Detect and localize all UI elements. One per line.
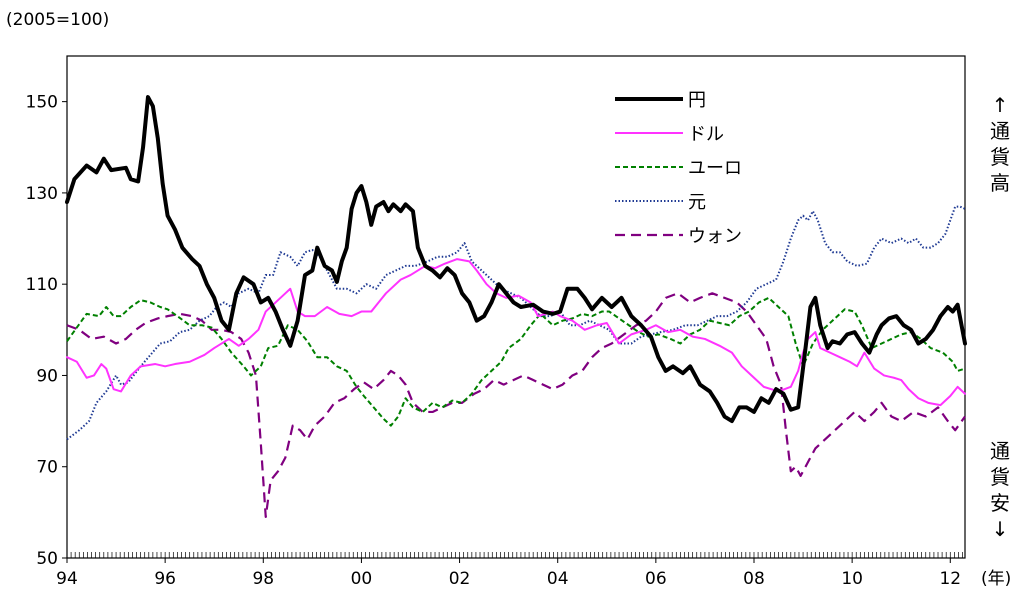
x-tick-label: 02 [449, 569, 471, 589]
series-line [66, 296, 966, 427]
x-tick-label: 98 [252, 569, 274, 589]
legend-label: ドル [688, 124, 724, 145]
series-line [65, 95, 967, 424]
series-line [66, 258, 966, 407]
currency-weak-label: 通 貨 安 ↓ [990, 439, 1010, 541]
up-arrow-icon: ↑ [991, 93, 1009, 117]
x-tick-label: 10 [841, 569, 863, 589]
currency-strong-label: ↑ 通 貨 高 [990, 93, 1010, 195]
y-tick-label: 110 [26, 275, 58, 295]
x-tick-label: 06 [645, 569, 667, 589]
y-tick-label: 90 [36, 366, 58, 386]
y-tick-label: 50 [36, 549, 58, 569]
x-tick-label: 96 [154, 569, 176, 589]
legend-label: ウォン [688, 226, 742, 247]
x-tick-label: 94 [56, 569, 78, 589]
legend-label: 円 [688, 90, 706, 111]
series-layer [65, 95, 967, 519]
y-tick-label: 130 [26, 184, 58, 204]
x-tick-label: 04 [547, 569, 569, 589]
y-tick-label: 150 [26, 93, 58, 113]
x-tick-label: 12 [939, 569, 961, 589]
x-tick-label: 08 [743, 569, 765, 589]
y-tick-label: 70 [36, 458, 58, 478]
x-axis-minor-ticks [66, 552, 963, 558]
down-arrow-icon: ↓ [991, 517, 1009, 541]
chart-axes: 50 70 90 110 130 150 94 96 98 00 02 04 06 08 10 12 (年) [26, 55, 1011, 589]
legend-label: 元 [688, 192, 706, 213]
plot-area-frame [66, 55, 966, 559]
y-axis-unit-label: (2005=100) [6, 10, 110, 30]
legend-label: ユーロ [688, 158, 742, 179]
series-line [66, 292, 966, 519]
x-axis-unit-label: (年) [981, 569, 1011, 589]
x-tick-label: 00 [351, 569, 373, 589]
